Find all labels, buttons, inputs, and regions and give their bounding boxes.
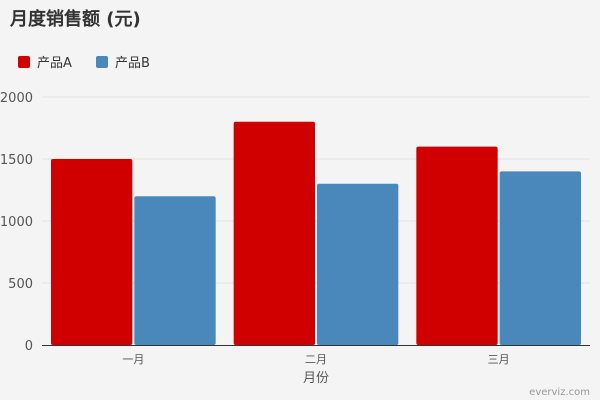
x-tick-label: 一月 bbox=[122, 353, 144, 366]
legend-item-2[interactable]: 产品B bbox=[96, 56, 150, 71]
y-tick-label: 500 bbox=[8, 277, 33, 292]
bar-产品A-一月[interactable] bbox=[51, 159, 133, 345]
bars bbox=[51, 121, 581, 345]
gridlines bbox=[42, 96, 590, 284]
chart-title: 月度销售额 (元) bbox=[9, 8, 141, 30]
y-tick-label: 2000 bbox=[0, 91, 33, 106]
legend-label: 产品B bbox=[115, 56, 150, 71]
y-tick-label: 1500 bbox=[0, 153, 33, 168]
x-tick-label: 三月 bbox=[488, 353, 510, 366]
legend-swatch bbox=[18, 56, 30, 68]
x-axis-title: 月份 bbox=[303, 371, 329, 386]
credit-link[interactable]: everviz.com bbox=[529, 387, 590, 398]
bar-产品B-三月[interactable] bbox=[499, 171, 581, 345]
legend: 产品A 产品B bbox=[18, 56, 150, 71]
bar-产品A-三月[interactable] bbox=[416, 146, 498, 345]
legend-item-1[interactable]: 产品A bbox=[18, 56, 72, 71]
legend-label: 产品A bbox=[37, 56, 72, 71]
legend-swatch bbox=[96, 56, 108, 68]
bar-产品B-一月[interactable] bbox=[134, 196, 216, 345]
y-axis-ticks: 0 500 1000 1500 2000 bbox=[0, 91, 33, 354]
y-tick-label: 0 bbox=[25, 339, 33, 354]
y-tick-label: 1000 bbox=[0, 215, 33, 230]
x-tick-label: 二月 bbox=[305, 353, 327, 366]
bar-产品A-二月[interactable] bbox=[233, 121, 315, 345]
bar-产品B-二月[interactable] bbox=[317, 183, 399, 345]
x-axis-ticks: 一月 二月 三月 bbox=[122, 353, 509, 366]
